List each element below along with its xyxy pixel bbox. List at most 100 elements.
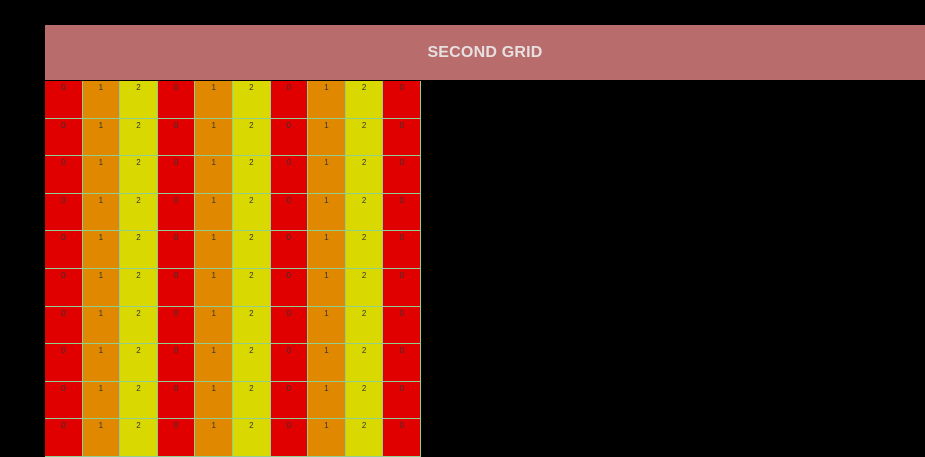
grid-cell[interactable]: 1 bbox=[82, 419, 121, 457]
grid-cell[interactable]: 0 bbox=[270, 419, 309, 457]
grid-cell[interactable]: 2 bbox=[120, 81, 158, 119]
grid-cell[interactable]: 0 bbox=[157, 306, 196, 345]
grid-cell[interactable]: 1 bbox=[308, 268, 346, 307]
grid-cell[interactable]: 0 bbox=[383, 306, 421, 345]
grid-cell[interactable]: 2 bbox=[232, 156, 271, 194]
grid-cell[interactable]: 2 bbox=[345, 118, 384, 157]
grid-cell[interactable]: 0 bbox=[270, 268, 309, 307]
grid-cell[interactable]: 0 bbox=[270, 231, 309, 269]
grid-cell[interactable]: 0 bbox=[157, 268, 196, 307]
grid-cell[interactable]: 1 bbox=[195, 156, 233, 194]
grid-cell[interactable]: 0 bbox=[383, 156, 421, 194]
grid-cell[interactable]: 1 bbox=[82, 118, 121, 157]
grid-cell[interactable]: 2 bbox=[120, 344, 158, 382]
grid-cell[interactable]: 2 bbox=[345, 268, 384, 307]
grid-cell[interactable]: 0 bbox=[45, 193, 83, 232]
grid-cell[interactable]: 0 bbox=[383, 381, 421, 420]
grid-cell[interactable]: 0 bbox=[383, 193, 421, 232]
grid-cell[interactable]: 0 bbox=[157, 81, 196, 119]
grid-cell[interactable]: 1 bbox=[82, 306, 121, 345]
grid-cell[interactable]: 1 bbox=[308, 419, 346, 457]
grid-cell[interactable]: 1 bbox=[308, 231, 346, 269]
grid-cell[interactable]: 1 bbox=[82, 156, 121, 194]
grid-cell[interactable]: 1 bbox=[195, 268, 233, 307]
grid-cell[interactable]: 0 bbox=[270, 344, 309, 382]
grid-cell[interactable]: 1 bbox=[82, 193, 121, 232]
grid-cell[interactable]: 0 bbox=[270, 118, 309, 157]
grid-cell[interactable]: 0 bbox=[270, 381, 309, 420]
grid-cell[interactable]: 2 bbox=[232, 81, 271, 119]
grid-cell[interactable]: 2 bbox=[345, 381, 384, 420]
grid-cell[interactable]: 1 bbox=[308, 381, 346, 420]
grid-cell[interactable]: 0 bbox=[157, 231, 196, 269]
grid-cell[interactable]: 0 bbox=[383, 268, 421, 307]
grid-cell[interactable]: 2 bbox=[345, 193, 384, 232]
grid-cell[interactable]: 1 bbox=[82, 381, 121, 420]
grid-cell[interactable]: 2 bbox=[120, 268, 158, 307]
grid-cell[interactable]: 0 bbox=[45, 306, 83, 345]
grid-cell[interactable]: 2 bbox=[232, 381, 271, 420]
grid-cell[interactable]: 2 bbox=[120, 306, 158, 345]
grid-cell[interactable]: 2 bbox=[345, 419, 384, 457]
grid-cell[interactable]: 0 bbox=[45, 231, 83, 269]
grid-cell[interactable]: 0 bbox=[383, 81, 421, 119]
grid-cell[interactable]: 1 bbox=[308, 118, 346, 157]
grid-cell[interactable]: 1 bbox=[308, 344, 346, 382]
grid-cell[interactable]: 1 bbox=[195, 306, 233, 345]
grid-cell[interactable]: 1 bbox=[308, 193, 346, 232]
grid-cell[interactable]: 0 bbox=[383, 344, 421, 382]
grid-cell[interactable]: 0 bbox=[383, 419, 421, 457]
grid-cell[interactable]: 2 bbox=[232, 419, 271, 457]
grid-cell[interactable]: 0 bbox=[157, 419, 196, 457]
grid-cell[interactable]: 2 bbox=[120, 381, 158, 420]
grid-cell[interactable]: 1 bbox=[195, 419, 233, 457]
grid-cell[interactable]: 2 bbox=[120, 156, 158, 194]
grid-cell[interactable]: 2 bbox=[345, 231, 384, 269]
grid-cell[interactable]: 2 bbox=[232, 306, 271, 345]
grid-cell[interactable]: 1 bbox=[82, 231, 121, 269]
grid-cell[interactable]: 0 bbox=[45, 344, 83, 382]
grid-cell[interactable]: 0 bbox=[270, 193, 309, 232]
grid-cell[interactable]: 1 bbox=[82, 81, 121, 119]
grid-cell[interactable]: 0 bbox=[157, 381, 196, 420]
grid-cell[interactable]: 2 bbox=[120, 419, 158, 457]
grid-cell[interactable]: 0 bbox=[270, 306, 309, 345]
grid-cell[interactable]: 1 bbox=[82, 344, 121, 382]
grid-cell[interactable]: 2 bbox=[232, 344, 271, 382]
grid-cell[interactable]: 0 bbox=[45, 268, 83, 307]
grid-cell[interactable]: 2 bbox=[345, 156, 384, 194]
grid-cell[interactable]: 1 bbox=[195, 81, 233, 119]
grid-cell[interactable]: 0 bbox=[45, 118, 83, 157]
grid-cell[interactable]: 0 bbox=[157, 156, 196, 194]
grid-cell[interactable]: 0 bbox=[45, 381, 83, 420]
grid-cell[interactable]: 1 bbox=[82, 268, 121, 307]
grid-cell[interactable]: 2 bbox=[232, 268, 271, 307]
grid-cell[interactable]: 2 bbox=[120, 193, 158, 232]
grid-cell[interactable]: 2 bbox=[345, 306, 384, 345]
grid-cell[interactable]: 1 bbox=[195, 344, 233, 382]
grid-cell[interactable]: 1 bbox=[308, 306, 346, 345]
grid-cell[interactable]: 0 bbox=[157, 344, 196, 382]
grid-cell[interactable]: 2 bbox=[232, 231, 271, 269]
grid-cell[interactable]: 0 bbox=[157, 193, 196, 232]
grid-cell[interactable]: 1 bbox=[195, 193, 233, 232]
grid-cell[interactable]: 1 bbox=[195, 231, 233, 269]
grid-cell[interactable]: 2 bbox=[120, 231, 158, 269]
grid-cell[interactable]: 0 bbox=[45, 419, 83, 457]
grid-cell[interactable]: 2 bbox=[345, 81, 384, 119]
grid-cell[interactable]: 1 bbox=[195, 381, 233, 420]
grid-cell[interactable]: 2 bbox=[120, 118, 158, 157]
grid-cell[interactable]: 2 bbox=[232, 118, 271, 157]
grid-cell[interactable]: 0 bbox=[270, 81, 309, 119]
grid-cell[interactable]: 0 bbox=[157, 118, 196, 157]
grid-cell[interactable]: 1 bbox=[308, 156, 346, 194]
grid-cell[interactable]: 1 bbox=[308, 81, 346, 119]
grid-cell[interactable]: 1 bbox=[195, 118, 233, 157]
grid-cell[interactable]: 0 bbox=[45, 81, 83, 119]
grid-cell[interactable]: 0 bbox=[45, 156, 83, 194]
grid-cell[interactable]: 0 bbox=[270, 156, 309, 194]
grid-cell[interactable]: 2 bbox=[232, 193, 271, 232]
grid-cell[interactable]: 2 bbox=[345, 344, 384, 382]
grid-cell[interactable]: 0 bbox=[383, 118, 421, 157]
grid-cell[interactable]: 0 bbox=[383, 231, 421, 269]
